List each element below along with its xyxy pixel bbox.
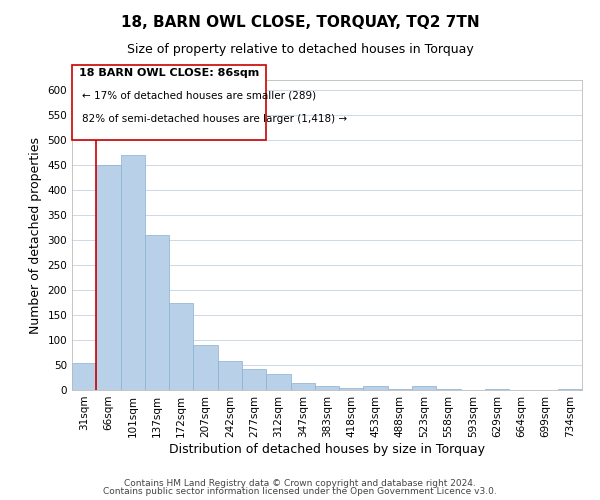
Y-axis label: Number of detached properties: Number of detached properties xyxy=(29,136,42,334)
Bar xyxy=(388,389,412,390)
Bar xyxy=(218,361,242,390)
X-axis label: Distribution of detached houses by size in Torquay: Distribution of detached houses by size … xyxy=(169,442,485,456)
Bar xyxy=(485,388,509,390)
Bar xyxy=(339,388,364,390)
Bar xyxy=(72,362,96,390)
Bar xyxy=(315,386,339,390)
Bar xyxy=(242,369,266,390)
Bar xyxy=(290,382,315,390)
Bar xyxy=(266,374,290,390)
Text: Size of property relative to detached houses in Torquay: Size of property relative to detached ho… xyxy=(127,42,473,56)
Text: ← 17% of detached houses are smaller (289): ← 17% of detached houses are smaller (28… xyxy=(82,91,316,101)
Text: 18, BARN OWL CLOSE, TORQUAY, TQ2 7TN: 18, BARN OWL CLOSE, TORQUAY, TQ2 7TN xyxy=(121,15,479,30)
Bar xyxy=(412,386,436,390)
Text: 82% of semi-detached houses are larger (1,418) →: 82% of semi-detached houses are larger (… xyxy=(82,114,347,124)
Bar xyxy=(145,235,169,390)
FancyBboxPatch shape xyxy=(72,64,266,140)
Bar xyxy=(558,389,582,390)
Text: 18 BARN OWL CLOSE: 86sqm: 18 BARN OWL CLOSE: 86sqm xyxy=(79,68,259,78)
Bar xyxy=(436,389,461,390)
Bar xyxy=(169,302,193,390)
Bar xyxy=(121,155,145,390)
Bar xyxy=(193,345,218,390)
Bar xyxy=(364,386,388,390)
Text: Contains public sector information licensed under the Open Government Licence v3: Contains public sector information licen… xyxy=(103,487,497,496)
Text: Contains HM Land Registry data © Crown copyright and database right 2024.: Contains HM Land Registry data © Crown c… xyxy=(124,478,476,488)
Bar xyxy=(96,165,121,390)
